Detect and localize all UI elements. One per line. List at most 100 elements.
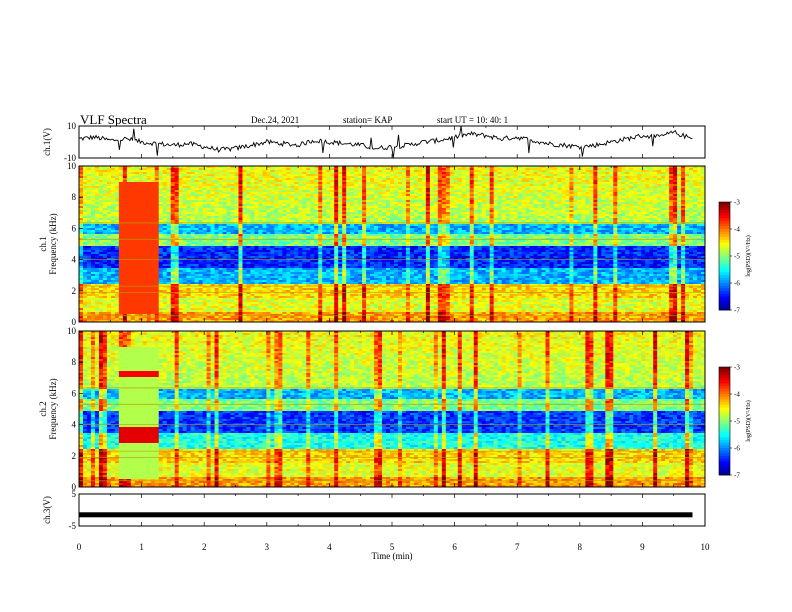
colorbar-cell: [719, 213, 730, 216]
colorbar-cell: [719, 207, 730, 210]
ch1-waveform-tick-label: 10: [67, 121, 77, 131]
colorbar-cell: [719, 232, 730, 235]
x-tick-label: 2: [202, 542, 207, 552]
ch1-spectrogram-tick-label: 6: [72, 223, 77, 233]
x-tick-label: 0: [77, 542, 82, 552]
colorbar-cell: [719, 291, 730, 294]
colorbar-cell: [719, 261, 730, 264]
colorbar-cell: [719, 229, 730, 232]
colorbar-cell: [719, 286, 730, 289]
ch2-spectrogram-colorbar-tick-label: -3: [734, 364, 740, 372]
colorbar-cell: [719, 256, 730, 259]
colorbar-cell: [719, 370, 730, 373]
colorbar-cell: [719, 248, 730, 251]
colorbar-cell: [719, 448, 730, 451]
ch1-spectrogram-tick-label: 2: [72, 286, 77, 296]
ch2-spectrogram-tick-label: 8: [72, 357, 77, 367]
colorbar-cell: [719, 234, 730, 237]
ch1-waveform-frame: [79, 126, 705, 158]
colorbar-cell: [719, 440, 730, 443]
ch2-spectrogram-colorbar-tick-label: -4: [734, 391, 740, 399]
colorbar-cell: [719, 413, 730, 416]
colorbar-cell: [719, 408, 730, 411]
ch1-spectrogram-tick-label: 8: [72, 192, 77, 202]
colorbar-cell: [719, 216, 730, 219]
colorbar-cell: [719, 280, 730, 283]
x-axis-label: Time (min): [372, 551, 413, 561]
colorbar-cell: [719, 375, 730, 378]
x-tick-label: 7: [515, 542, 520, 552]
x-tick-label: 6: [452, 542, 457, 552]
x-tick-label: 4: [327, 542, 332, 552]
colorbar-cell: [719, 283, 730, 286]
ch3-waveform-tick-label: 5: [72, 489, 77, 499]
colorbar-cell: [719, 424, 730, 427]
colorbar-cell: [719, 270, 730, 273]
colorbar-cell: [719, 456, 730, 459]
colorbar-cell: [719, 272, 730, 275]
colorbar-cell: [719, 451, 730, 454]
vlf-figure: 10-10ch.1(V)0246810ch.1 Frequency (kHz)-3…: [0, 0, 792, 612]
colorbar-cell: [719, 243, 730, 246]
colorbar-cell: [719, 226, 730, 229]
colorbar-cell: [719, 394, 730, 397]
x-tick-label: 10: [701, 542, 711, 552]
ch3-waveform-ylabel: ch.3(V): [42, 496, 52, 524]
colorbar-cell: [719, 253, 730, 256]
colorbar-cell: [719, 218, 730, 221]
ch1-waveform-ylabel: ch.1(V): [42, 128, 52, 156]
ch1-spectrogram-ylabel: Frequency (kHz): [48, 213, 58, 274]
colorbar-cell: [719, 426, 730, 429]
colorbar-cell: [719, 202, 730, 205]
ch2-spectrogram-tick-label: 6: [72, 388, 77, 398]
colorbar-cell: [719, 397, 730, 400]
colorbar-cell: [719, 386, 730, 389]
ch2-spectrogram-tick-label: 4: [72, 420, 77, 430]
colorbar-cell: [719, 443, 730, 446]
colorbar-cell: [719, 251, 730, 254]
ch1-spectrogram-colorbar-tick-label: -6: [734, 280, 740, 288]
ch2-spectrogram-channel-label: ch.2: [38, 401, 48, 416]
x-tick-label: 8: [578, 542, 583, 552]
colorbar-cell: [719, 278, 730, 281]
ch1-spectrogram-tick-label: 4: [72, 255, 77, 265]
colorbar-cell: [719, 470, 730, 473]
ch1-spectrogram-colorbar-tick-label: -5: [734, 253, 740, 261]
ch1-spectrogram-colorbar-tick-label: -4: [734, 226, 740, 234]
x-tick-label: 9: [640, 542, 645, 552]
colorbar-cell: [719, 297, 730, 300]
colorbar-cell: [719, 367, 730, 370]
ch2-spectrogram-colorbar-tick-label: -7: [734, 472, 740, 480]
colorbar-cell: [719, 405, 730, 408]
colorbar-cell: [719, 437, 730, 440]
colorbar-cell: [719, 305, 730, 308]
colorbar-cell: [719, 445, 730, 448]
colorbar-cell: [719, 299, 730, 302]
colorbar-cell: [719, 391, 730, 394]
colorbar-cell: [719, 294, 730, 297]
ch2-spectrogram-colorbar-tick-label: -6: [734, 445, 740, 453]
colorbar-cell: [719, 302, 730, 305]
colorbar-cell: [719, 435, 730, 438]
colorbar-cell: [719, 399, 730, 402]
colorbar-cell: [719, 240, 730, 243]
colorbar-cell: [719, 462, 730, 465]
colorbar-cell: [719, 275, 730, 278]
ch1-spectrogram-channel-label: ch.1: [38, 236, 48, 251]
ch1-waveform-line: [79, 126, 693, 158]
colorbar-cell: [719, 267, 730, 270]
colorbar-cell: [719, 378, 730, 381]
x-tick-label: 3: [265, 542, 270, 552]
colorbar-cell: [719, 383, 730, 386]
x-tick-label: 1: [139, 542, 144, 552]
colorbar-cell: [719, 221, 730, 224]
colorbar-cell: [719, 459, 730, 462]
colorbar-cell: [719, 264, 730, 267]
colorbar-cell: [719, 418, 730, 421]
colorbar-cell: [719, 224, 730, 227]
ch3-waveform-frame: [79, 494, 705, 526]
colorbar-cell: [719, 259, 730, 262]
colorbar-cell: [719, 410, 730, 413]
ch2-spectrogram-colorbar-label: log(PSD)(V²/Hz): [745, 400, 752, 441]
ch2-spectrogram-heatmap: [79, 331, 705, 487]
